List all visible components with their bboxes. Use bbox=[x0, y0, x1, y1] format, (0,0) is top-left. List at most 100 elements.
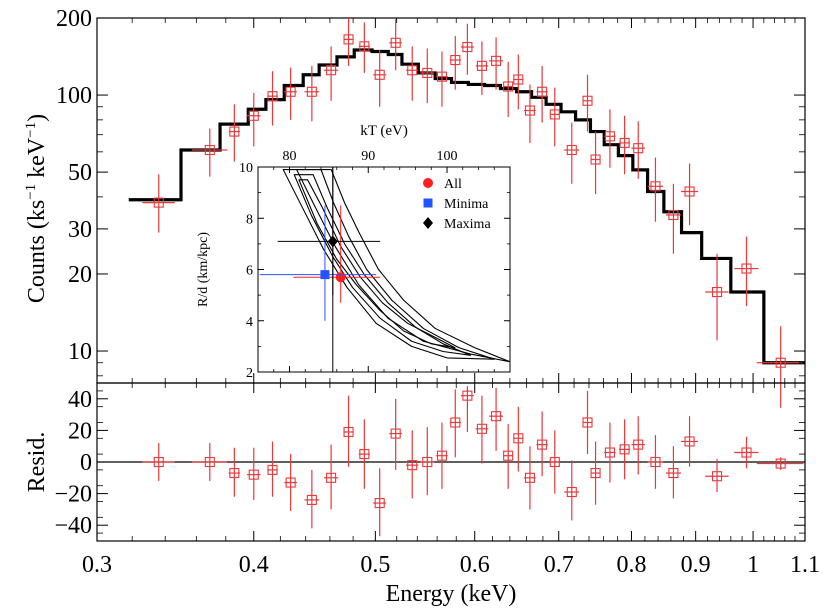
energy-tick-label: 0.4 bbox=[239, 552, 269, 578]
spectrum-data-marker bbox=[450, 55, 461, 66]
spectrum-y-tick-label: 10 bbox=[68, 339, 92, 365]
residual-data-point bbox=[358, 419, 370, 489]
spectrum-data-marker bbox=[248, 110, 259, 121]
spectrum-data-marker bbox=[513, 74, 524, 85]
spectrum-data-point bbox=[228, 104, 240, 162]
spectrum-data-point bbox=[549, 87, 560, 147]
residual-data-marker bbox=[684, 436, 695, 447]
spectrum-data-point bbox=[536, 65, 548, 123]
residual-data-point bbox=[647, 435, 664, 489]
residual-data-marker bbox=[422, 456, 433, 468]
inset-marker bbox=[335, 272, 346, 283]
inset-y-axis-label: R/d (km/kpc) bbox=[196, 232, 211, 307]
spectrum-data-marker bbox=[684, 186, 695, 197]
inset-y-tick-label: 4 bbox=[246, 315, 253, 330]
residual-data-marker bbox=[407, 460, 418, 471]
spectrum-data-point bbox=[449, 36, 461, 90]
spectrum-data-point bbox=[304, 65, 320, 122]
residual-data-point bbox=[460, 386, 474, 432]
residual-data-point bbox=[590, 441, 601, 505]
spectrum-data-marker bbox=[204, 144, 215, 156]
energy-tick-label: 0.5 bbox=[360, 552, 390, 578]
spectrum-data-point bbox=[267, 71, 278, 126]
inset-marker bbox=[320, 270, 330, 280]
spectrum-data-point bbox=[406, 46, 419, 101]
residual-data-marker bbox=[537, 439, 548, 450]
spectrum-data-point bbox=[665, 183, 681, 254]
residual-data-marker bbox=[436, 450, 448, 461]
residual-y-tick-label: −20 bbox=[54, 482, 92, 508]
spectrum-data-point bbox=[590, 131, 601, 195]
spectrum-data-marker bbox=[503, 81, 514, 92]
spectrum-data-marker bbox=[711, 286, 723, 298]
residual-data-point bbox=[475, 395, 489, 464]
inset-point-minima bbox=[259, 205, 377, 321]
inset-point-maxima bbox=[277, 167, 381, 296]
spectrum-data-marker bbox=[343, 34, 354, 45]
spectrum-data-point bbox=[680, 163, 699, 226]
residual-data-point bbox=[304, 469, 320, 529]
spectrum-data-point bbox=[503, 61, 514, 118]
inset-marker bbox=[327, 235, 338, 248]
spectrum-data-marker bbox=[566, 144, 577, 156]
residual-data-point bbox=[284, 454, 297, 511]
inset-contour-panel: 80 90 100 2 4 6 8 10 kT (eV) R/d (km/kpc) All M… bbox=[196, 123, 511, 381]
residual-data-point bbox=[564, 460, 580, 521]
residual-data-point bbox=[631, 416, 645, 475]
energy-tick-label: 0.3 bbox=[82, 552, 112, 578]
residual-data-point bbox=[323, 444, 339, 510]
spectrum-data-point bbox=[564, 122, 580, 184]
spectrum-data-point bbox=[358, 22, 370, 73]
residual-data-point bbox=[734, 436, 759, 469]
residual-data-marker bbox=[248, 469, 259, 480]
spectrum-data-point bbox=[436, 51, 448, 107]
residual-data-marker bbox=[326, 472, 337, 483]
residual-data-marker bbox=[549, 456, 560, 468]
residual-data-point bbox=[267, 441, 278, 497]
residual-y-ticks: −40 −20 0 20 40 bbox=[54, 387, 805, 539]
residual-data-point bbox=[619, 419, 631, 480]
residual-y-tick-label: 20 bbox=[68, 418, 92, 444]
residual-data-layer bbox=[142, 386, 804, 537]
spectrum-data-marker bbox=[229, 126, 240, 137]
legend-label-maxima: Maxima bbox=[444, 217, 491, 232]
residual-data-point bbox=[549, 430, 560, 494]
residual-data-marker bbox=[619, 444, 630, 455]
spectrum-data-marker bbox=[422, 67, 433, 78]
residual-data-marker bbox=[476, 423, 487, 434]
inset-x-ticks: 80 90 100 bbox=[273, 149, 495, 372]
spectrum-data-point bbox=[323, 46, 339, 101]
spectrum-data-point bbox=[191, 128, 228, 177]
legend-label-all: All bbox=[444, 177, 462, 192]
spectrum-data-marker bbox=[633, 143, 644, 154]
inset-background bbox=[258, 167, 510, 372]
energy-tick-label: 0.9 bbox=[681, 552, 711, 578]
spectrum-data-marker bbox=[285, 86, 296, 97]
spectrum-data-marker bbox=[668, 209, 679, 221]
residual-x-ticks bbox=[96, 383, 806, 541]
spectrum-data-marker bbox=[390, 37, 401, 48]
spectrum-data-point bbox=[604, 109, 616, 168]
residual-data-marker bbox=[343, 426, 354, 438]
spectrum-data-marker bbox=[549, 109, 560, 120]
legend-marker-all bbox=[423, 178, 433, 188]
residual-data-point bbox=[536, 411, 548, 477]
legend-marker-maxima bbox=[423, 217, 433, 229]
spectrum-data-point bbox=[647, 157, 664, 222]
residual-data-marker bbox=[450, 417, 461, 428]
residual-y-tick-label: 0 bbox=[80, 450, 92, 476]
energy-tick-labels: 0.3 0.4 0.5 0.6 0.7 0.8 0.9 1 1.1 bbox=[82, 552, 820, 578]
spectrum-y-axis-label: Counts (ks−1 keV−1) bbox=[23, 114, 50, 303]
inset-x-tick-label: 100 bbox=[437, 149, 458, 164]
confidence-contour bbox=[298, 179, 456, 349]
residual-data-marker bbox=[204, 456, 215, 468]
spectrum-y-tick-label: 30 bbox=[68, 217, 92, 243]
residual-data-point bbox=[191, 443, 228, 481]
residual-data-marker bbox=[604, 447, 615, 458]
spectrum-data-point bbox=[734, 236, 759, 306]
residual-data-marker bbox=[390, 428, 401, 439]
spectrum-data-marker bbox=[267, 91, 278, 102]
spectrum-data-point bbox=[489, 37, 504, 90]
spectrum-data-point bbox=[524, 84, 536, 143]
spectrum-data-marker bbox=[619, 137, 630, 148]
